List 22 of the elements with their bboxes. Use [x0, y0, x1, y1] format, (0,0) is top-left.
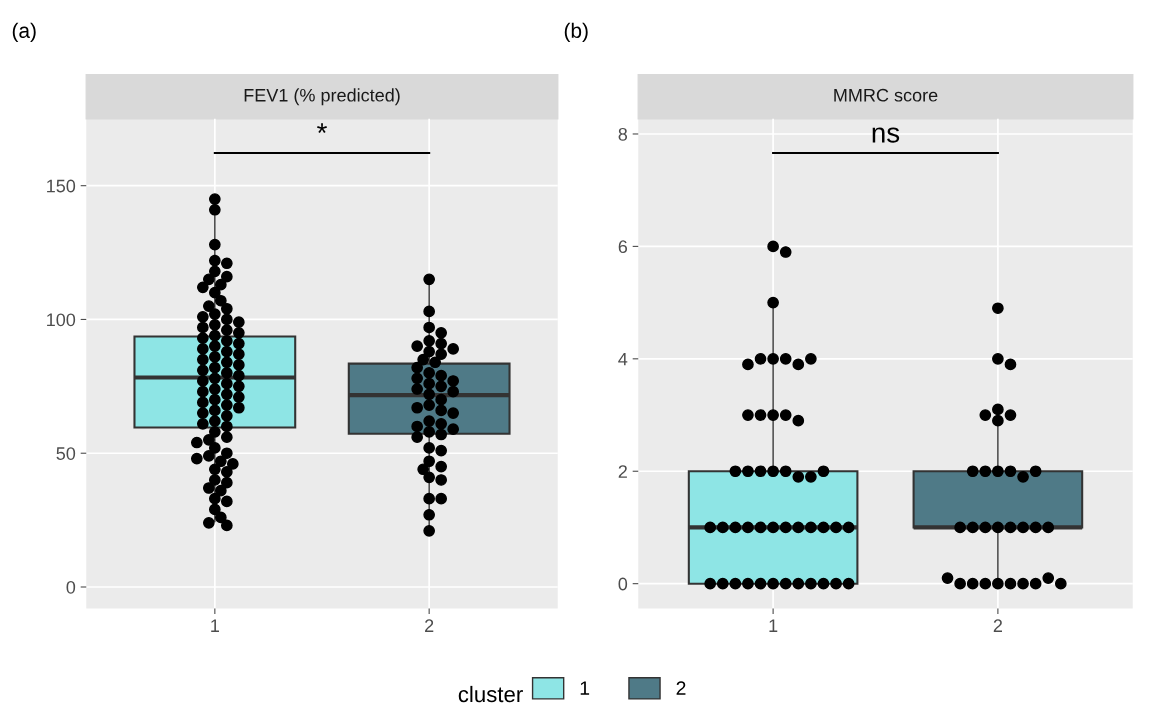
y-tick-label: 8	[618, 127, 628, 141]
chart-subtitle: FEV1 (% predicted)	[244, 88, 400, 106]
y-tick-label: 2	[618, 465, 627, 478]
x-tick-label: 2	[425, 619, 434, 632]
chart-title: (b)	[564, 22, 588, 43]
x-tick-label: 1	[769, 619, 778, 632]
y-tick-label: 150	[47, 179, 76, 193]
y-tick-label: 4	[618, 352, 628, 366]
annotation: *	[317, 123, 327, 134]
chart-title: (a)	[12, 22, 36, 43]
legend-label: 1	[580, 681, 590, 695]
y-tick-label: 6	[618, 240, 628, 254]
x-tick-label: 1	[211, 619, 219, 632]
y-tick-label: 50	[56, 447, 76, 460]
legend-label: 2	[676, 681, 686, 695]
y-tick-label: 0	[618, 577, 628, 591]
x-tick-label: 2	[993, 619, 1002, 632]
y-tick-label: 0	[66, 580, 76, 594]
legend-title: cluster	[458, 685, 523, 703]
chart-subtitle: MMRC score	[834, 88, 938, 102]
y-tick-label: 100	[47, 313, 76, 327]
annotation: ns	[872, 127, 900, 143]
